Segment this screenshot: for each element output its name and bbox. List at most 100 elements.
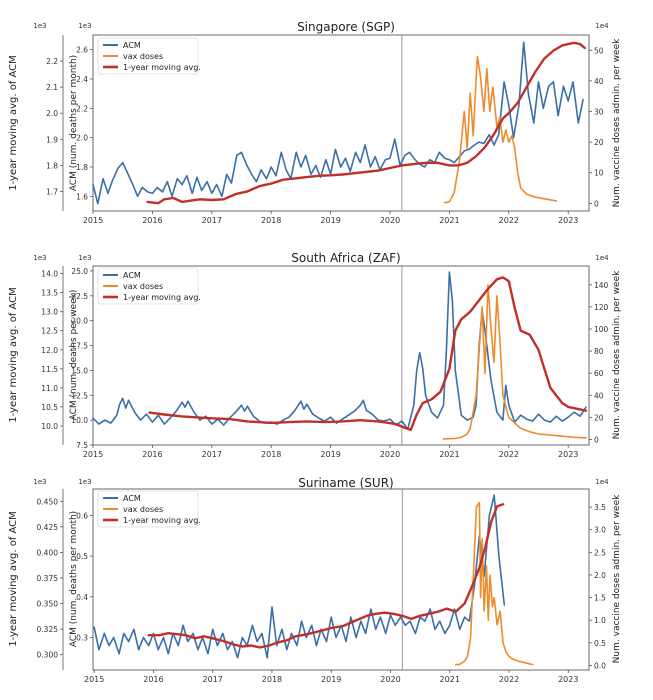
outer-tick-label: 12.0: [41, 346, 58, 355]
left-tick-label: 2.2: [76, 104, 88, 113]
outer-tick-label: 2.2: [46, 57, 58, 66]
right-tick-label: 40: [594, 391, 604, 400]
x-tick-label: 2017: [202, 216, 222, 225]
x-tick-label: 2021: [439, 216, 459, 225]
x-tick-label: 2020: [380, 450, 400, 459]
outer-exponent: 1e3: [33, 254, 46, 262]
left-tick-label: 1.6: [76, 192, 88, 201]
outer-tick-label: 13.5: [41, 289, 58, 298]
left-tick-label: 2.0: [76, 134, 88, 143]
right-exponent: 1e4: [595, 478, 609, 486]
right-axis-label: Num. vaccine doses admin. per week: [612, 270, 622, 439]
outer-tick-label: 10.5: [41, 403, 58, 412]
right-tick-label: 0.0: [594, 661, 606, 670]
outer-tick-label: 2.0: [46, 109, 58, 118]
left-ticks: 0.3 0.4 0.5 0.6: [76, 511, 93, 642]
x-tick-label: 2023: [558, 675, 578, 684]
outer-axis-label: 1-year moving avg. of ACM: [8, 287, 19, 423]
outer-tick-label: 11.0: [41, 384, 58, 393]
left-tick-label: 2.4: [76, 75, 88, 84]
right-tick-label: 60: [594, 369, 604, 378]
x-tick-label: 2018: [262, 675, 282, 684]
right-tick-label: 40: [594, 77, 604, 86]
right-tick-label: 10: [594, 169, 604, 178]
x-tick-label: 2023: [558, 216, 578, 225]
outer-exponent: 1e3: [33, 22, 46, 30]
panel-south-africa: South Africa (ZAF) 1e3 1e3 1e4 1-year mo…: [8, 251, 622, 459]
panel-title: Suriname (SUR): [298, 476, 393, 490]
left-tick-label: 2.6: [76, 46, 88, 55]
plot-frame: [92, 265, 590, 446]
outer-tick-label: 1.9: [46, 135, 58, 144]
outer-tick-label: 12.5: [41, 327, 58, 336]
x-tick-label: 2018: [261, 450, 281, 459]
left-tick-label: 12.5: [71, 391, 88, 400]
outer-tick-label: 11.5: [41, 365, 58, 374]
right-ticks: 0.0 0.5 1.0 1.5 2.0 2.5 3.0 3.5: [589, 503, 606, 670]
legend-label-mavg: 1-year moving avg.: [123, 293, 201, 302]
left-exponent: 1e3: [78, 478, 91, 486]
right-tick-label: 1.0: [594, 616, 606, 625]
left-axis-label: ACM (num. deaths per month): [69, 55, 79, 191]
left-tick-label: 1.8: [76, 163, 88, 172]
right-exponent: 1e4: [595, 22, 609, 30]
outer-tick-label: 0.350: [37, 600, 59, 609]
x-tick-label: 2022: [499, 675, 519, 684]
legend-box: [97, 267, 199, 305]
right-tick-label: 20: [594, 413, 604, 422]
x-tick-label: 2019: [321, 675, 341, 684]
legend-label-acm: ACM: [123, 271, 141, 280]
legend-label-vax: vax doses: [123, 282, 163, 291]
right-tick-label: 1.5: [594, 594, 606, 603]
right-tick-label: 3.0: [594, 526, 606, 535]
series-line-vax-doses: [443, 55, 558, 204]
x-tick-label: 2022: [499, 450, 519, 459]
legend-label-vax: vax doses: [123, 505, 163, 514]
left-tick-label: 7.5: [76, 441, 88, 450]
left-tick-label: 0.3: [76, 633, 88, 642]
right-axis-label: Num. vaccine doses admin. per week: [612, 38, 622, 207]
left-tick-label: 25.0: [71, 267, 88, 276]
series-line-acm: [93, 494, 506, 659]
outer-exponent: 1e3: [33, 478, 46, 486]
series-line-vax-doses: [454, 501, 534, 666]
x-tick-label: 2015: [83, 450, 103, 459]
left-tick-label: 15.0: [71, 366, 88, 375]
outer-tick-label: 14.0: [41, 270, 58, 279]
right-tick-label: 100: [594, 325, 609, 334]
left-axis-label: ACM (num. deaths per month): [69, 511, 79, 647]
legend: ACM vax doses 1-year moving avg.: [97, 37, 201, 75]
legend-label-vax: vax doses: [123, 52, 163, 61]
x-tick-label: 2017: [202, 450, 222, 459]
right-tick-label: 0.5: [594, 639, 606, 648]
left-tick-label: 0.4: [76, 593, 88, 602]
x-tick-label: 2015: [83, 216, 103, 225]
left-tick-label: 0.5: [76, 552, 88, 561]
left-ticks: 1.6 1.8 2.0 2.2 2.4 2.6: [76, 46, 93, 201]
x-tick-label: 2016: [142, 216, 162, 225]
outer-tick-label: 1.8: [46, 161, 58, 170]
panel-suriname: Suriname (SUR) 1e3 1e3 1e4 1-year moving…: [8, 476, 622, 684]
outer-tick-label: 0.400: [37, 548, 59, 557]
outer-tick-label: 0.325: [37, 625, 59, 634]
x-tick-label: 2020: [380, 675, 400, 684]
series-line-vax-doses: [442, 284, 587, 440]
outer-tick-label: 0.450: [37, 497, 59, 506]
series-line-1-year-moving-avg: [148, 276, 588, 431]
series-line-1-year-moving-avg: [147, 503, 505, 649]
panel-singapore: Singapore (SGP) 1e3 1e3 1e4 1-year movin…: [8, 20, 622, 225]
plot-frame: [92, 34, 590, 212]
outer-tick-label: 1.7: [46, 187, 58, 196]
right-tick-label: 2.5: [594, 548, 606, 557]
left-exponent: 1e3: [78, 254, 91, 262]
x-ticks: 2015 2016 2017 2018 2019 2020 2021 2022 2023: [83, 211, 578, 225]
legend: ACM vax doses 1-year moving avg.: [97, 490, 201, 528]
plot-frame: [92, 488, 590, 671]
x-tick-label: 2017: [203, 675, 223, 684]
right-tick-label: 30: [594, 108, 604, 117]
legend: ACM vax doses 1-year moving avg.: [97, 267, 201, 305]
series-line-acm: [92, 41, 584, 205]
x-tick-label: 2018: [261, 216, 281, 225]
x-tick-label: 2019: [320, 216, 340, 225]
